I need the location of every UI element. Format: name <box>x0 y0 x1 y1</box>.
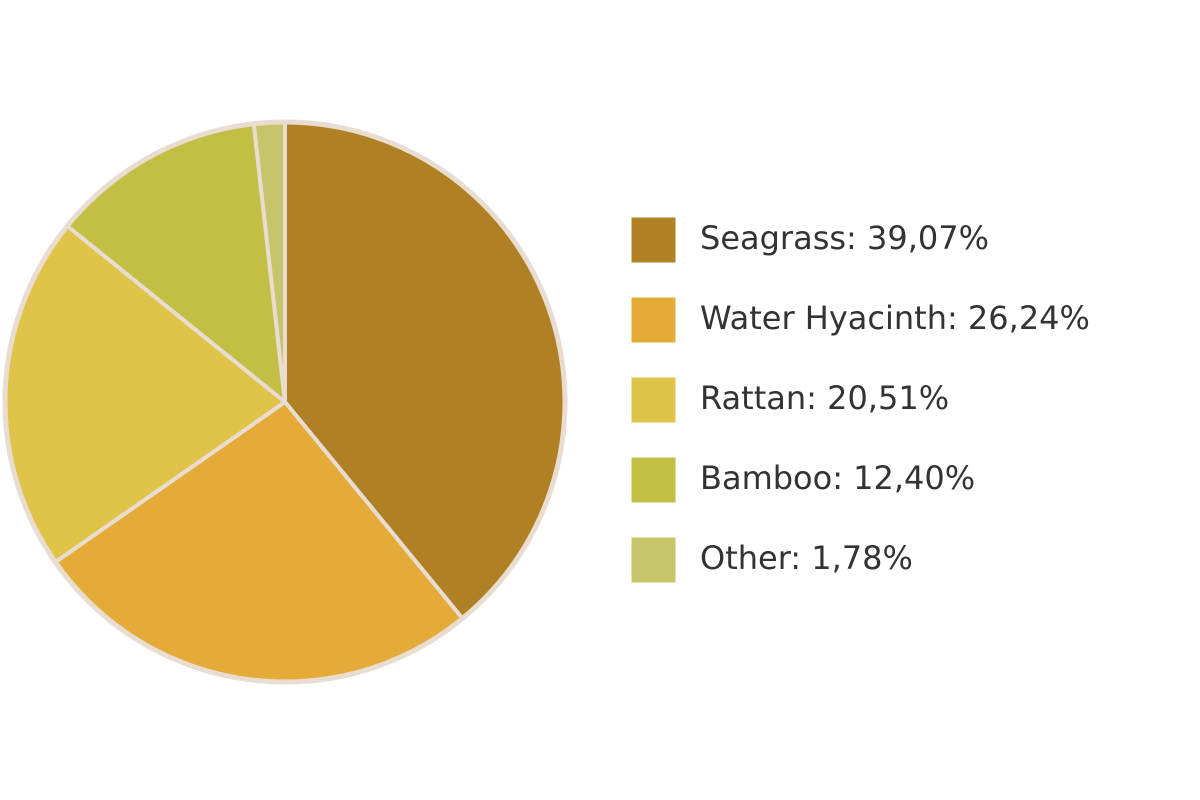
legend-swatch <box>631 537 676 583</box>
legend-swatch <box>631 457 676 503</box>
pie-outline <box>2 119 568 685</box>
legend-swatch <box>631 297 676 343</box>
legend-label: Other: 1,78% <box>700 539 913 577</box>
legend-label: Rattan: 20,51% <box>700 379 949 417</box>
legend-swatch <box>631 217 676 263</box>
legend-swatch <box>631 377 676 423</box>
legend-label: Seagrass: 39,07% <box>700 219 989 257</box>
legend-label: Water Hyacinth: 26,24% <box>700 299 1090 337</box>
legend-label: Bamboo: 12,40% <box>700 459 975 497</box>
